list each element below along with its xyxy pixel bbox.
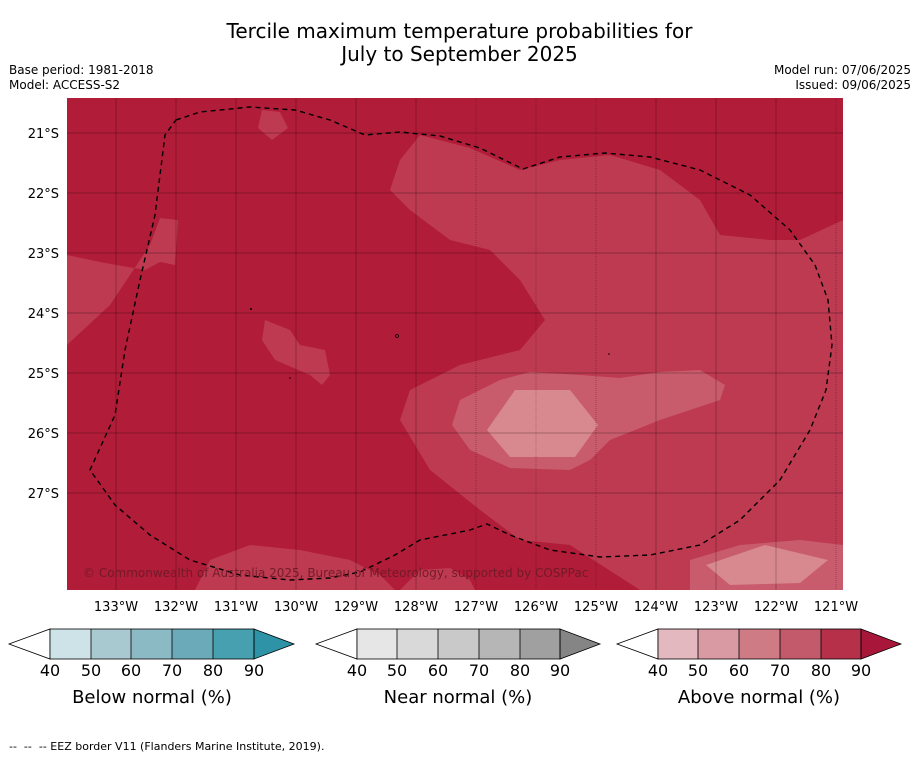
legend-near-bin [438,629,479,659]
legend-below-bin [213,629,254,659]
island-marker [395,334,399,338]
lon-label: 124°W [634,600,678,615]
legend-tick: 70 [469,661,489,680]
lat-label: 21°S [28,127,59,142]
lon-label: 127°W [454,600,498,615]
lon-label: 131°W [214,600,258,615]
copyright-text: © Commonwealth of Australia 2025, Bureau… [83,566,588,580]
legend-above-bin [821,629,861,659]
legend-tick: 50 [81,661,101,680]
legend-tick: 40 [648,661,668,680]
legend-area: 40 50 60 70 80 90 Below normal (%) 40 50… [7,628,903,708]
lon-label: 128°W [394,600,438,615]
legend-above-high-arrow [860,628,903,660]
legend-near-low-arrow [314,628,358,660]
lat-label: 24°S [28,307,59,322]
lat-label: 23°S [28,247,59,262]
legend-near-bin [357,629,397,659]
island-marker [250,308,252,310]
lat-label: 26°S [28,427,59,442]
legend-near-bin [479,629,520,659]
lon-label: 132°W [154,600,198,615]
legend-tick: 80 [510,661,530,680]
legend-above-bin [739,629,780,659]
legend-near-bin [397,629,438,659]
legend-near-label: Near normal (%) [384,687,533,708]
legend-below-high-arrow [253,628,296,660]
legend-near-bin [520,629,560,659]
legend-tick: 40 [347,661,367,680]
contour-70-small [258,110,288,140]
lon-label: 122°W [754,600,798,615]
lon-label: 123°W [694,600,738,615]
title-line-2: July to September 2025 [341,42,578,66]
contour-50-region [487,390,598,457]
lon-label: 130°W [274,600,318,615]
lat-label: 22°S [28,187,59,202]
lat-label: 27°S [28,487,59,502]
legend-tick: 50 [387,661,407,680]
legend-below-bin [131,629,172,659]
lon-label: 126°W [514,600,558,615]
contour-70-east [812,295,843,355]
legend-below-bin [50,629,91,659]
legend-below-normal: 40 50 60 70 80 90 Below normal (%) [7,628,296,708]
model-run-text: Model run: 07/06/2025 [773,63,911,77]
contour-50-south [706,545,828,585]
legend-tick: 80 [203,661,223,680]
legend-below-bin [172,629,213,659]
lon-label: 129°W [334,600,378,615]
model-text: Model: ACCESS-S2 [9,78,121,92]
island-marker [289,377,291,379]
legend-above-label: Above normal (%) [678,687,840,708]
legend-above-normal: 40 50 60 70 80 90 Above normal (%) [615,628,903,708]
legend-tick: 90 [550,661,570,680]
legend-tick: 50 [688,661,708,680]
legend-tick: 90 [244,661,264,680]
lon-label: 121°W [814,600,858,615]
legend-below-bin [91,629,131,659]
legend-tick: 90 [851,661,871,680]
legend-tick: 60 [428,661,448,680]
legend-above-bin [780,629,821,659]
legend-near-normal: 40 50 60 70 80 90 Near normal (%) [314,628,602,708]
grid-lines [67,98,843,590]
lon-label: 125°W [574,600,618,615]
contour-70-west [67,218,178,345]
probability-map: © Commonwealth of Australia 2025, Bureau… [28,98,858,615]
legend-above-low-arrow [615,628,659,660]
legend-tick: 40 [40,661,60,680]
legend-below-label: Below normal (%) [72,687,232,708]
legend-above-bin [698,629,739,659]
legend-tick: 80 [811,661,831,680]
eez-border [89,106,833,581]
contour-70-region [390,135,843,590]
legend-above-bin [658,629,698,659]
legend-tick: 70 [162,661,182,680]
eez-footnote: -- -- -- EEZ border V11 (Flanders Marine… [9,740,325,753]
contour-70-south2 [400,568,475,590]
title-line-1: Tercile maximum temperature probabilitie… [226,19,693,43]
island-marker [608,353,610,355]
legend-tick: 60 [121,661,141,680]
contour-70-south [195,545,395,590]
base-period-text: Base period: 1981-2018 [9,63,154,77]
lon-label: 133°W [94,600,138,615]
issued-text: Issued: 09/06/2025 [795,78,911,92]
legend-near-high-arrow [559,628,602,660]
legend-below-low-arrow [7,628,51,660]
lat-label: 25°S [28,367,59,382]
contour-70-blob [262,320,330,385]
legend-tick: 70 [770,661,790,680]
legend-tick: 60 [729,661,749,680]
